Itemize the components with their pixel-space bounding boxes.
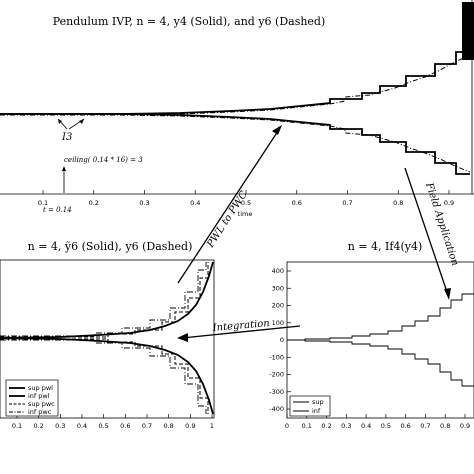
top-x-tick-label: 0.2 (89, 199, 99, 207)
top-edge-bar (462, 2, 474, 60)
bl-x-tick-label: 1 (210, 422, 214, 430)
field-application-arrow (404, 167, 449, 296)
bl-x-tick-label: 0.1 (12, 422, 22, 430)
top-y6-inf-dashed (0, 114, 471, 173)
bl-x-tick-label: 0.9 (185, 422, 195, 430)
legend-label-inf: inf (312, 407, 321, 415)
bottom-right-legend (289, 395, 331, 417)
top-x-tick-label: 0.4 (190, 199, 200, 207)
bl-x-tick-label: 0.6 (120, 422, 130, 430)
br-y-tick-label: -300 (269, 388, 284, 396)
legend-label-sup: sup (312, 398, 324, 406)
bottom-right-axes-box (286, 261, 474, 419)
integration-arrow (181, 325, 301, 339)
bl-x-tick-label: 0.3 (55, 422, 65, 430)
br-inf-staircase (287, 339, 474, 387)
bottom-left-panel: n = 4, ỹ6 (Solid), y6 (Dashed) 0.1 0.2 0.3… (0, 240, 215, 430)
br-y-tick-label: 300 (272, 284, 284, 292)
br-y-tick-label: 0 (280, 336, 284, 344)
bottom-left-title: n = 4, ỹ6 (Solid), y6 (Dashed) (28, 240, 193, 253)
integration-label: Integration (211, 318, 270, 334)
t-value-label: t = 0.14 (43, 206, 72, 214)
bottom-left-x-ticks: 0.1 0.2 0.3 0.4 0.5 0.6 0.7 0.8 0.9 1 (12, 414, 214, 430)
top-y4-inf-solid (0, 113, 470, 175)
bl-sup-pwl-solid (0, 261, 214, 339)
field-application-arrow-head (444, 288, 451, 300)
top-panel: Pendulum IVP, n = 4, y4 (Solid), and y6 … (0, 0, 474, 218)
bl-inf-pwc-dashdot (0, 339, 207, 414)
integration-arrow-head (177, 333, 188, 342)
br-x-tick-label: 0.6 (400, 422, 410, 430)
legend-label-inf-pwl: inf pwl (28, 392, 50, 400)
legend-label-inf-pwc: inf pwc (28, 408, 52, 416)
br-y-tick-label: -400 (269, 405, 284, 413)
top-panel-title: Pendulum IVP, n = 4, y4 (Solid), and y6 … (53, 15, 326, 28)
top-x-tick-label: 0.6 (292, 199, 302, 207)
br-x-tick-label: 0.4 (361, 422, 371, 430)
br-y-tick-label: -100 (269, 353, 284, 361)
br-x-tick-label: 0 (285, 422, 289, 430)
bottom-left-axes-box (0, 259, 215, 419)
br-y-tick-label: 100 (272, 319, 284, 327)
t-marker-arrow-head (62, 166, 66, 171)
bl-x-tick-label: 0.2 (33, 422, 43, 430)
bl-x-tick-label: 0.4 (77, 422, 87, 430)
legend-label-sup-pwc: sup pwc (28, 400, 55, 408)
top-x-tick-label: 0.9 (444, 199, 454, 207)
top-x-tick-label: 0.1 (38, 199, 48, 207)
br-y-tick-label: -200 (269, 371, 284, 379)
bl-inf-pwl-solid (0, 337, 214, 415)
process-arrows: PWL to PWC Field Application Integration (177, 125, 460, 342)
i3-arrow-right-head (79, 119, 84, 124)
bottom-left-legend (5, 379, 59, 417)
top-y6-sup-dashed (0, 54, 471, 116)
pwl-to-pwc-arrow (177, 127, 281, 284)
bl-sup-pwc-dashdot (0, 262, 207, 337)
br-x-tick-label: 0.1 (302, 422, 312, 430)
top-y4-sup-solid (0, 51, 470, 115)
br-x-tick-label: 0.8 (440, 422, 450, 430)
br-y-tick-label: 200 (272, 302, 284, 310)
br-x-tick-label: 0.3 (341, 422, 351, 430)
bl-inf-pwc-dashed (0, 338, 209, 414)
bl-x-tick-label: 0.5 (98, 422, 108, 430)
br-x-tick-label: 0.5 (381, 422, 391, 430)
top-x-ticks: 0.1 0.2 0.3 0.4 0.5 0.6 0.7 0.8 0.9 (38, 190, 454, 207)
br-x-tick-label: 0.9 (460, 422, 470, 430)
i3-arrow-left-head (58, 119, 62, 124)
top-x-tick-label: 0.3 (139, 199, 149, 207)
legend-label-sup-pwl: sup pwl (28, 384, 53, 392)
top-x-label: time (238, 210, 253, 218)
br-y-tick-label: 400 (272, 267, 284, 275)
br-x-tick-label: 0.2 (321, 422, 331, 430)
bottom-right-y-ticks: 400 300 200 100 0 -100 -200 -300 -400 (269, 267, 291, 413)
pwl-to-pwc-arrow-head (272, 125, 282, 135)
bottom-right-x-ticks: 0 0.1 0.2 0.3 0.4 0.5 0.6 0.7 0.8 0.9 (285, 414, 470, 430)
i3-label: I3 (61, 132, 72, 143)
ceiling-annotation: ceiling( 0.14 * 16) = 3 (64, 156, 143, 164)
bl-x-tick-label: 0.7 (142, 422, 152, 430)
field-application-label: Field Application (423, 181, 461, 268)
top-x-tick-label: 0.8 (393, 199, 403, 207)
br-x-tick-label: 0.7 (420, 422, 430, 430)
bottom-right-title: n = 4, If4(y4) (348, 240, 423, 253)
pwl-to-pwc-label: PWL to PWC (205, 189, 250, 250)
top-x-tick-label: 0.7 (342, 199, 352, 207)
bl-sup-pwc-dashed (0, 262, 209, 338)
top-x-tick-label: 0.5 (241, 199, 251, 207)
bottom-right-panel: n = 4, If4(y4) 0 0.1 0.2 0.3 0.4 0.5 0.6 0.7 0.8… (269, 240, 474, 430)
bl-x-tick-label: 0.8 (163, 422, 173, 430)
br-sup-staircase (287, 293, 474, 341)
